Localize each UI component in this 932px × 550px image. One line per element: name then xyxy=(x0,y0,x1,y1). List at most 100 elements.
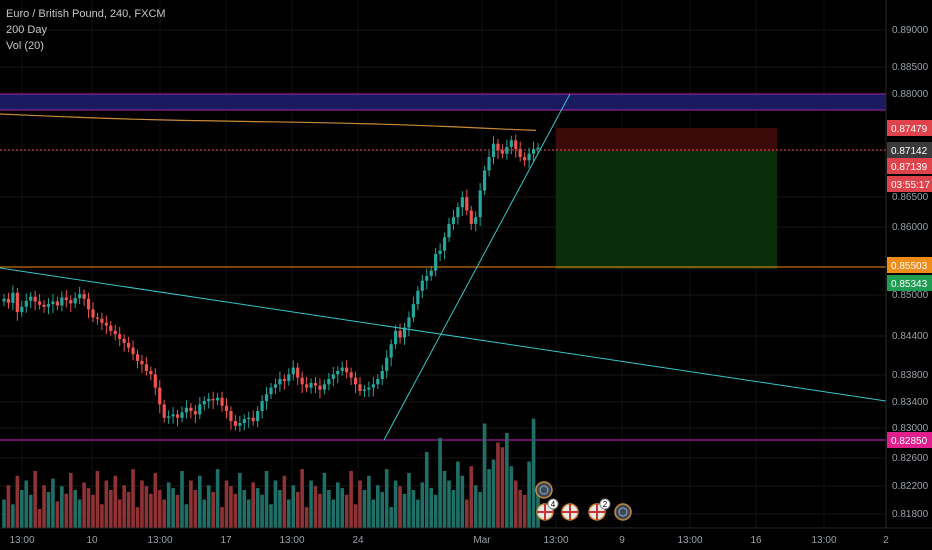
candle-body xyxy=(282,378,286,381)
candle-body xyxy=(78,294,82,299)
candle-body xyxy=(91,309,95,318)
volume-bar xyxy=(86,488,91,528)
volume-bar xyxy=(6,485,11,528)
candle-body xyxy=(394,330,398,345)
volume-bar xyxy=(211,491,215,528)
volume-bar xyxy=(273,480,278,528)
volume-bar xyxy=(264,471,269,528)
volume-bars xyxy=(2,418,540,528)
volume-bar xyxy=(451,490,456,528)
candle-body xyxy=(460,197,464,208)
candle-body xyxy=(144,364,148,371)
candle-body xyxy=(264,394,269,402)
candle-body xyxy=(82,294,86,299)
candle-body xyxy=(153,374,157,388)
volume-bar xyxy=(344,494,349,528)
candle-body xyxy=(518,149,522,158)
candle-body xyxy=(238,423,242,426)
volume-bar xyxy=(456,461,460,528)
candle-body xyxy=(402,327,407,338)
price-badge xyxy=(887,176,932,192)
volume-indicator-label[interactable]: Vol (20) xyxy=(6,40,44,52)
event-flag-icon[interactable] xyxy=(561,503,579,521)
volume-bar xyxy=(122,485,126,528)
candle-body xyxy=(33,296,37,302)
candle-body xyxy=(171,414,175,417)
volume-bar xyxy=(411,490,416,528)
price-tick-label: 0.82200 xyxy=(892,481,929,492)
volume-bar xyxy=(260,494,264,528)
volume-bar xyxy=(33,471,37,528)
price-badge xyxy=(887,275,932,291)
candle-body xyxy=(2,298,6,302)
candle-body xyxy=(496,143,500,151)
volume-bar xyxy=(362,490,367,528)
candle-body xyxy=(198,404,202,415)
time-tick-label: Mar xyxy=(473,535,491,546)
downtrend-line[interactable] xyxy=(0,267,887,402)
price-badge xyxy=(887,120,932,136)
candle-body xyxy=(69,300,73,304)
event-flag-icon[interactable]: 4 xyxy=(536,498,559,521)
time-tick-label: 13:00 xyxy=(279,535,304,546)
time-tick-label: 13:00 xyxy=(9,535,34,546)
volume-bar xyxy=(349,471,353,528)
volume-bar xyxy=(304,507,309,528)
price-tick-label: 0.81800 xyxy=(892,509,929,520)
take-profit-zone[interactable] xyxy=(556,151,777,269)
volume-bar xyxy=(478,491,482,528)
volume-bar xyxy=(180,471,184,528)
candle-body xyxy=(291,367,295,375)
candle-body xyxy=(229,411,233,422)
resistance-band xyxy=(0,94,886,110)
volume-bar xyxy=(251,482,255,528)
candle-body xyxy=(260,401,264,412)
volume-bar xyxy=(358,480,362,528)
candle-body xyxy=(122,338,126,343)
event-markers[interactable]: 4 2 xyxy=(535,481,632,521)
price-axis[interactable]: 0.89000 0.88500 0.88000 0.86500 0.86000 0.850… xyxy=(885,0,932,550)
volume-bar xyxy=(131,469,135,528)
volume-bar xyxy=(327,490,331,528)
volume-bar xyxy=(189,480,193,528)
volume-bar xyxy=(509,466,514,528)
volume-bar xyxy=(527,461,531,528)
volume-bar xyxy=(220,507,224,528)
event-flag-icon[interactable]: 2 xyxy=(588,498,611,521)
event-globe-icon[interactable] xyxy=(535,481,553,499)
stop-loss-zone[interactable] xyxy=(556,128,777,151)
volume-bar xyxy=(340,488,344,528)
price-tick-label: 0.88500 xyxy=(892,62,929,73)
candle-body xyxy=(531,149,536,154)
candle-body xyxy=(104,322,108,326)
candle-body xyxy=(296,367,300,378)
candle-body xyxy=(447,223,451,238)
price-tick-label: 0.89000 xyxy=(892,25,929,36)
candle-body xyxy=(309,382,313,388)
volume-bar xyxy=(175,494,180,528)
volume-bar xyxy=(28,494,33,528)
candle-body xyxy=(331,374,335,379)
candle-body xyxy=(273,384,278,388)
time-axis[interactable]: 13:00 10 13:00 17 13:00 24 Mar 13:00 9 13:00 16 13:… xyxy=(0,527,932,550)
volume-bar xyxy=(157,490,162,528)
candle-body xyxy=(127,342,131,348)
volume-bar xyxy=(424,452,429,528)
candle-body xyxy=(51,301,55,305)
candle-body xyxy=(287,374,291,381)
volume-bar xyxy=(505,433,509,528)
event-globe-icon[interactable] xyxy=(614,503,632,521)
uptrend-line[interactable] xyxy=(383,93,571,441)
candle-body xyxy=(380,370,384,379)
symbol-title[interactable]: Euro / British Pound, 240, FXCM xyxy=(6,8,166,20)
candle-body xyxy=(158,387,162,405)
volume-bar xyxy=(51,478,55,528)
volume-bar xyxy=(135,507,140,528)
candle-body xyxy=(207,399,211,402)
ma-indicator-label[interactable]: 200 Day xyxy=(6,24,47,36)
candle-body xyxy=(483,170,487,191)
candle-body xyxy=(46,304,51,307)
price-badge-label: 0.87139 xyxy=(891,162,928,173)
candle-body xyxy=(398,330,402,338)
